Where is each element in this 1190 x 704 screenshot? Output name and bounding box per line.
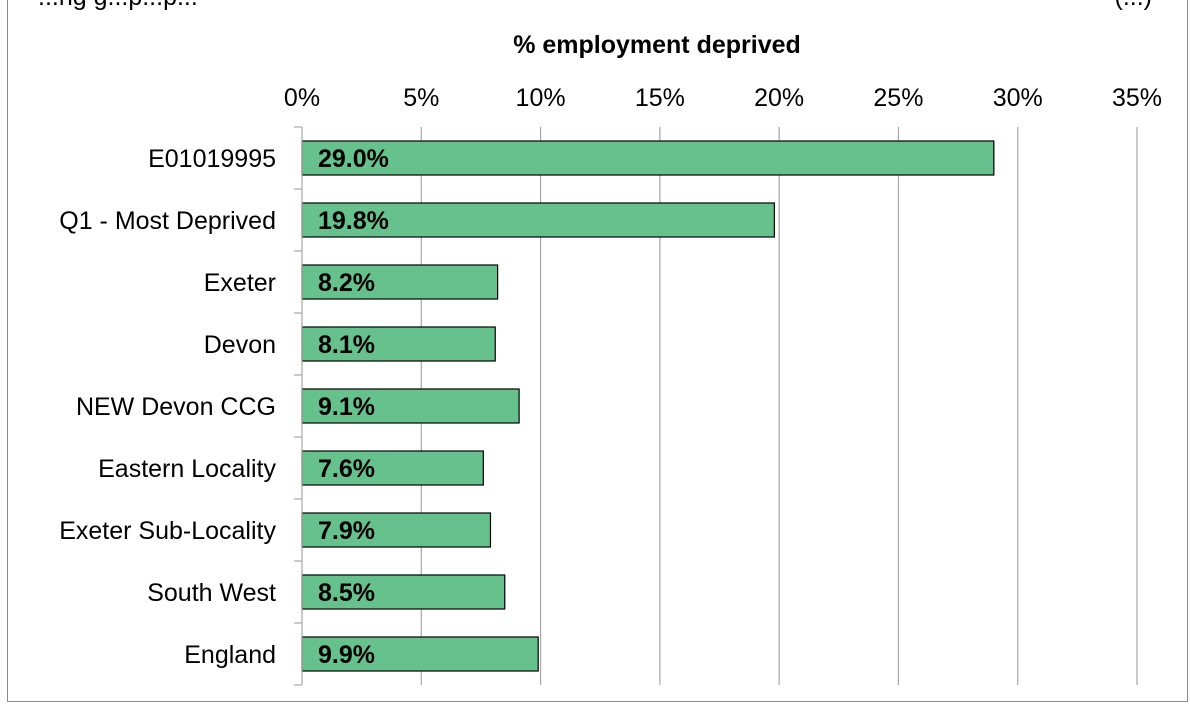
x-tick-label: 5% xyxy=(403,84,439,112)
data-label: 8.5% xyxy=(318,579,375,607)
x-tick-label: 30% xyxy=(993,84,1043,112)
cut-off-caption-right: (...) xyxy=(1115,0,1153,12)
data-label: 9.1% xyxy=(318,393,375,421)
x-tick-label: 25% xyxy=(873,84,923,112)
data-labels: 29.0% 19.8% 8.2% 8.1% 9.1% 7.6% 7.9% 8.5% 9.9% xyxy=(318,145,389,669)
bar xyxy=(301,450,484,486)
data-label: 29.0% xyxy=(318,145,389,173)
data-label: 7.9% xyxy=(318,517,375,545)
bar xyxy=(301,264,499,300)
category-label: Q1 - Most Deprived xyxy=(59,207,276,235)
x-tick-label: 20% xyxy=(754,84,804,112)
data-label: 9.9% xyxy=(318,641,375,669)
category-label: Exeter Sub-Locality xyxy=(59,517,276,545)
category-label: NEW Devon CCG xyxy=(76,393,276,421)
bar xyxy=(301,574,506,610)
x-tick-label: 15% xyxy=(635,84,685,112)
category-label: Devon xyxy=(204,331,276,359)
category-labels: E01019995 Q1 - Most Deprived Exeter Devon NE… xyxy=(59,145,276,669)
x-tick-label: 0% xyxy=(284,84,320,112)
category-label: Exeter xyxy=(204,269,276,297)
bars xyxy=(301,140,995,672)
chart-title: % employment deprived xyxy=(513,31,801,59)
cut-off-caption: ...ng g...p...p... xyxy=(38,0,198,12)
x-tick-label: 35% xyxy=(1112,84,1162,112)
data-label: 19.8% xyxy=(318,207,389,235)
category-label: South West xyxy=(147,579,276,607)
data-label: 8.1% xyxy=(318,331,375,359)
category-label: E01019995 xyxy=(148,145,276,173)
bar xyxy=(301,140,995,176)
x-tick-label: 10% xyxy=(516,84,566,112)
category-label: Eastern Locality xyxy=(98,455,276,483)
category-label: England xyxy=(184,641,276,669)
data-label: 7.6% xyxy=(318,455,375,483)
x-axis-ticks: 0% 5% 10% 15% 20% 25% 30% 35% xyxy=(284,84,1162,112)
bar xyxy=(301,512,492,548)
bar xyxy=(301,636,539,672)
chart-frame xyxy=(7,0,1188,702)
data-label: 8.2% xyxy=(318,269,375,297)
